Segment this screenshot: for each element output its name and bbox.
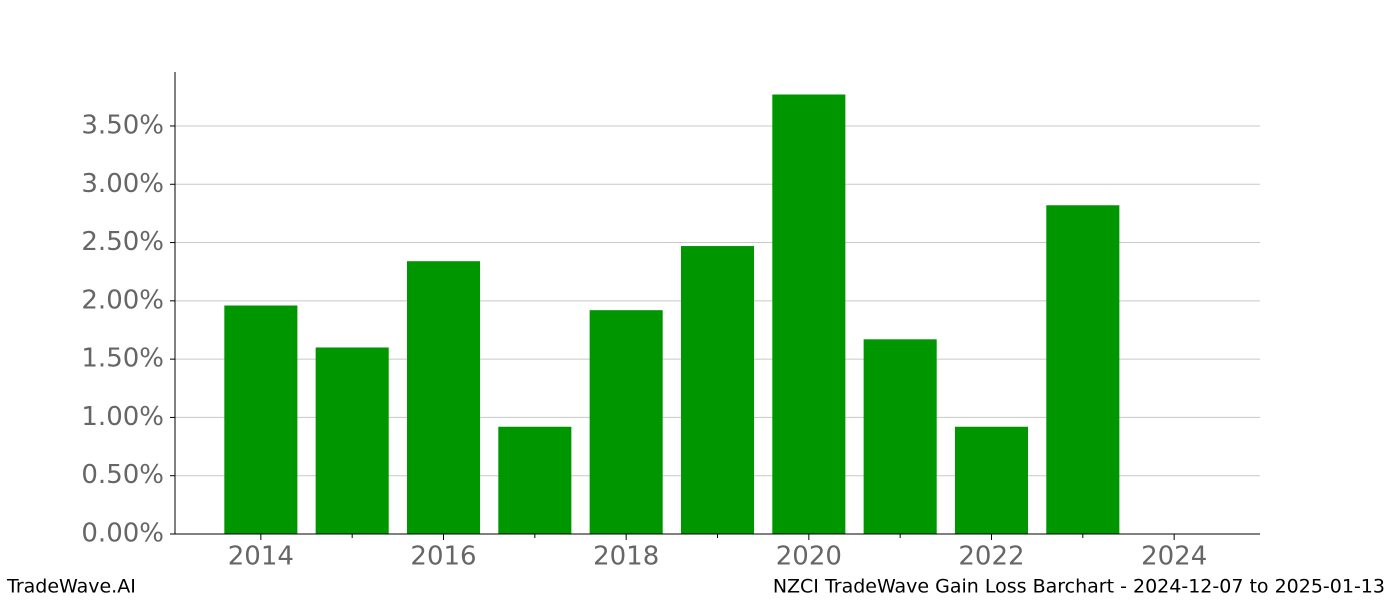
y-tick-label: 2.00% [81, 285, 164, 315]
bar [863, 339, 937, 534]
bar [224, 305, 298, 534]
bar [954, 426, 1029, 534]
chart-title: NZCI TradeWave Gain Loss Barchart - 2024… [773, 576, 1385, 598]
y-tick-label: 1.50% [81, 344, 164, 374]
bar [589, 310, 663, 534]
x-tick-label: 2014 [228, 542, 294, 572]
x-tick-label: 2024 [1141, 542, 1207, 572]
y-tick-label: 3.00% [81, 169, 164, 199]
y-tick-label: 0.00% [81, 519, 164, 549]
bar [1046, 205, 1120, 534]
x-tick-label: 2022 [958, 542, 1024, 572]
x-tick-label: 2016 [410, 542, 476, 572]
y-tick-label: 3.50% [81, 110, 164, 140]
x-tick-label: 2020 [776, 542, 842, 572]
bar [680, 246, 755, 534]
bar [315, 347, 389, 534]
bar [772, 94, 846, 534]
watermark: TradeWave.AI [6, 576, 136, 598]
bar [498, 426, 572, 534]
bar [406, 261, 481, 534]
y-tick-label: 2.50% [81, 227, 164, 257]
y-tick-label: 0.50% [81, 460, 164, 490]
x-tick-label: 2018 [593, 542, 659, 572]
y-tick-label: 1.00% [81, 402, 164, 432]
